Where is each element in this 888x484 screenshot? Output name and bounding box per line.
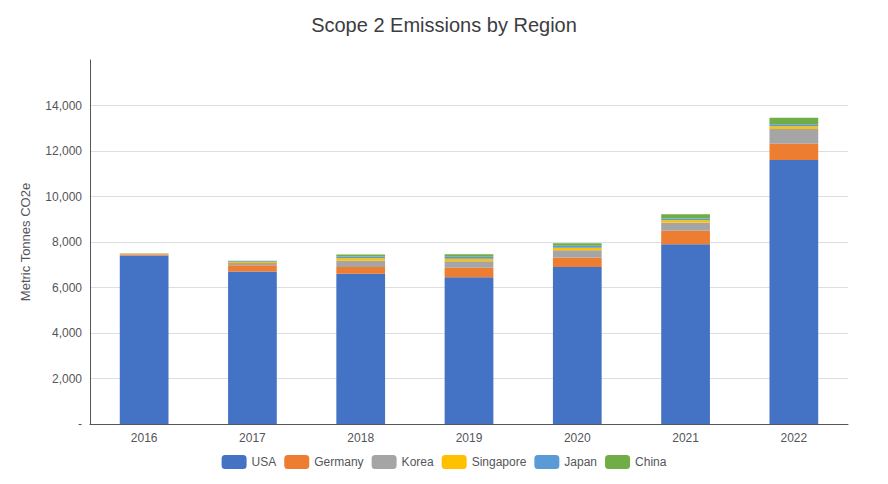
svg-text:-: - [78,417,82,431]
svg-text:14,000: 14,000 [45,99,82,113]
svg-text:Metric Tonnes CO2e: Metric Tonnes CO2e [18,183,33,301]
svg-text:Japan: Japan [564,455,597,469]
svg-text:6,000: 6,000 [52,281,82,295]
svg-text:4,000: 4,000 [52,326,82,340]
svg-text:12,000: 12,000 [45,144,82,158]
svg-text:USA: USA [252,455,277,469]
svg-text:2019: 2019 [456,431,483,445]
svg-text:2022: 2022 [781,431,808,445]
svg-text:2021: 2021 [672,431,699,445]
svg-text:Scope 2 Emissions by Region: Scope 2 Emissions by Region [311,14,577,36]
svg-text:China: China [635,455,667,469]
svg-text:Singapore: Singapore [472,455,527,469]
svg-text:2020: 2020 [564,431,591,445]
svg-text:2017: 2017 [239,431,266,445]
svg-text:Germany: Germany [314,455,363,469]
svg-text:8,000: 8,000 [52,235,82,249]
svg-text:2,000: 2,000 [52,372,82,386]
svg-text:2018: 2018 [347,431,374,445]
svg-text:10,000: 10,000 [45,190,82,204]
svg-text:Korea: Korea [402,455,434,469]
svg-text:2016: 2016 [131,431,158,445]
